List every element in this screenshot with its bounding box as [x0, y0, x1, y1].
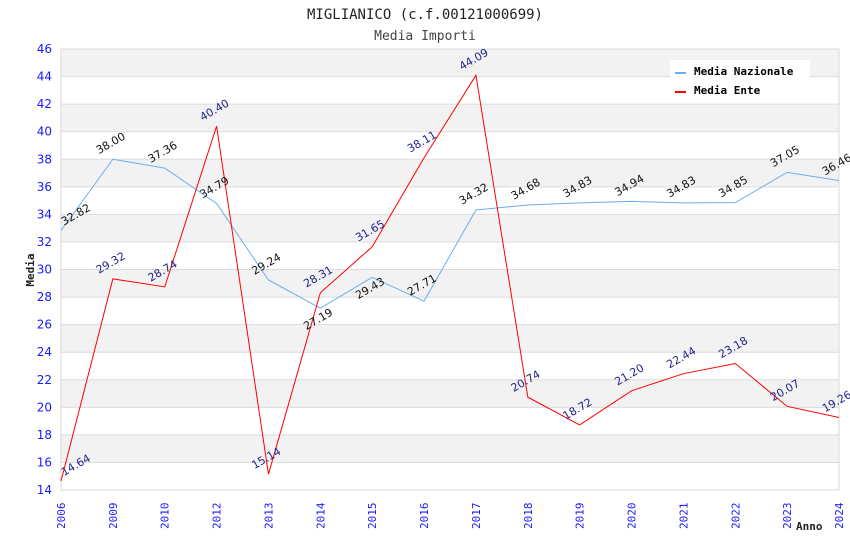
y-tick-label: 44	[37, 70, 52, 84]
x-axis-label: Anno	[796, 520, 823, 533]
x-tick-label: 2015	[366, 503, 379, 530]
series-line-ente	[60, 73, 840, 482]
series-line-nazionale	[60, 158, 840, 309]
x-tick-label: 2009	[107, 503, 120, 530]
x-tick-label: 2022	[729, 503, 742, 530]
grid-band	[61, 324, 839, 353]
x-tick-label: 2024	[833, 502, 846, 529]
y-tick-label: 38	[37, 152, 52, 166]
grid-band	[61, 159, 839, 187]
grid-band	[61, 104, 839, 132]
legend-item-ente: Media Ente	[694, 84, 761, 97]
y-tick-label: 26	[37, 318, 52, 332]
x-tick-label: 2023	[781, 503, 794, 530]
y-tick-label: 28	[37, 290, 52, 304]
data-label: 38.11	[405, 128, 439, 155]
grid-band	[61, 269, 839, 298]
grid-band	[61, 434, 839, 463]
y-tick-label: 16	[37, 455, 52, 469]
legend-item-nazionale: Media Nazionale	[694, 65, 794, 78]
y-tick-label: 24	[37, 345, 52, 359]
y-tick-label: 20	[37, 400, 52, 414]
grid-band	[61, 379, 839, 408]
chart-title: MIGLIANICO (c.f.00121000699)	[307, 7, 543, 23]
x-tick-label: 2017	[470, 503, 483, 530]
x-tick-label: 2019	[574, 503, 587, 530]
legend: Media Nazionale Media Ente	[670, 60, 810, 100]
x-tick-label: 2014	[314, 502, 327, 529]
y-tick-label: 32	[37, 235, 52, 249]
chart-subtitle: Media Importi	[374, 29, 476, 44]
y-tick-label: 36	[37, 180, 52, 194]
x-tick-label: 2020	[626, 503, 639, 530]
x-tick-label: 2021	[677, 503, 690, 530]
y-tick-label: 22	[37, 373, 52, 387]
y-tick-label: 30	[37, 263, 52, 277]
x-tick-label: 2013	[262, 503, 275, 530]
x-tick-label: 2018	[522, 503, 535, 530]
y-tick-label: 18	[37, 428, 52, 442]
y-axis-label: Media	[24, 253, 37, 286]
x-tick-label: 2016	[418, 503, 431, 530]
y-tick-label: 46	[37, 42, 52, 56]
x-tick-label: 2012	[211, 503, 224, 530]
data-label: 38.00	[94, 130, 128, 157]
y-tick-label: 40	[37, 125, 52, 139]
x-tick-label: 2006	[55, 503, 68, 530]
grid-band	[61, 214, 839, 242]
plot-area	[60, 48, 840, 491]
y-tick-label: 42	[37, 97, 52, 111]
x-tick-label: 2010	[159, 503, 172, 530]
y-tick-label: 14	[37, 483, 52, 497]
y-tick-label: 34	[37, 207, 52, 221]
